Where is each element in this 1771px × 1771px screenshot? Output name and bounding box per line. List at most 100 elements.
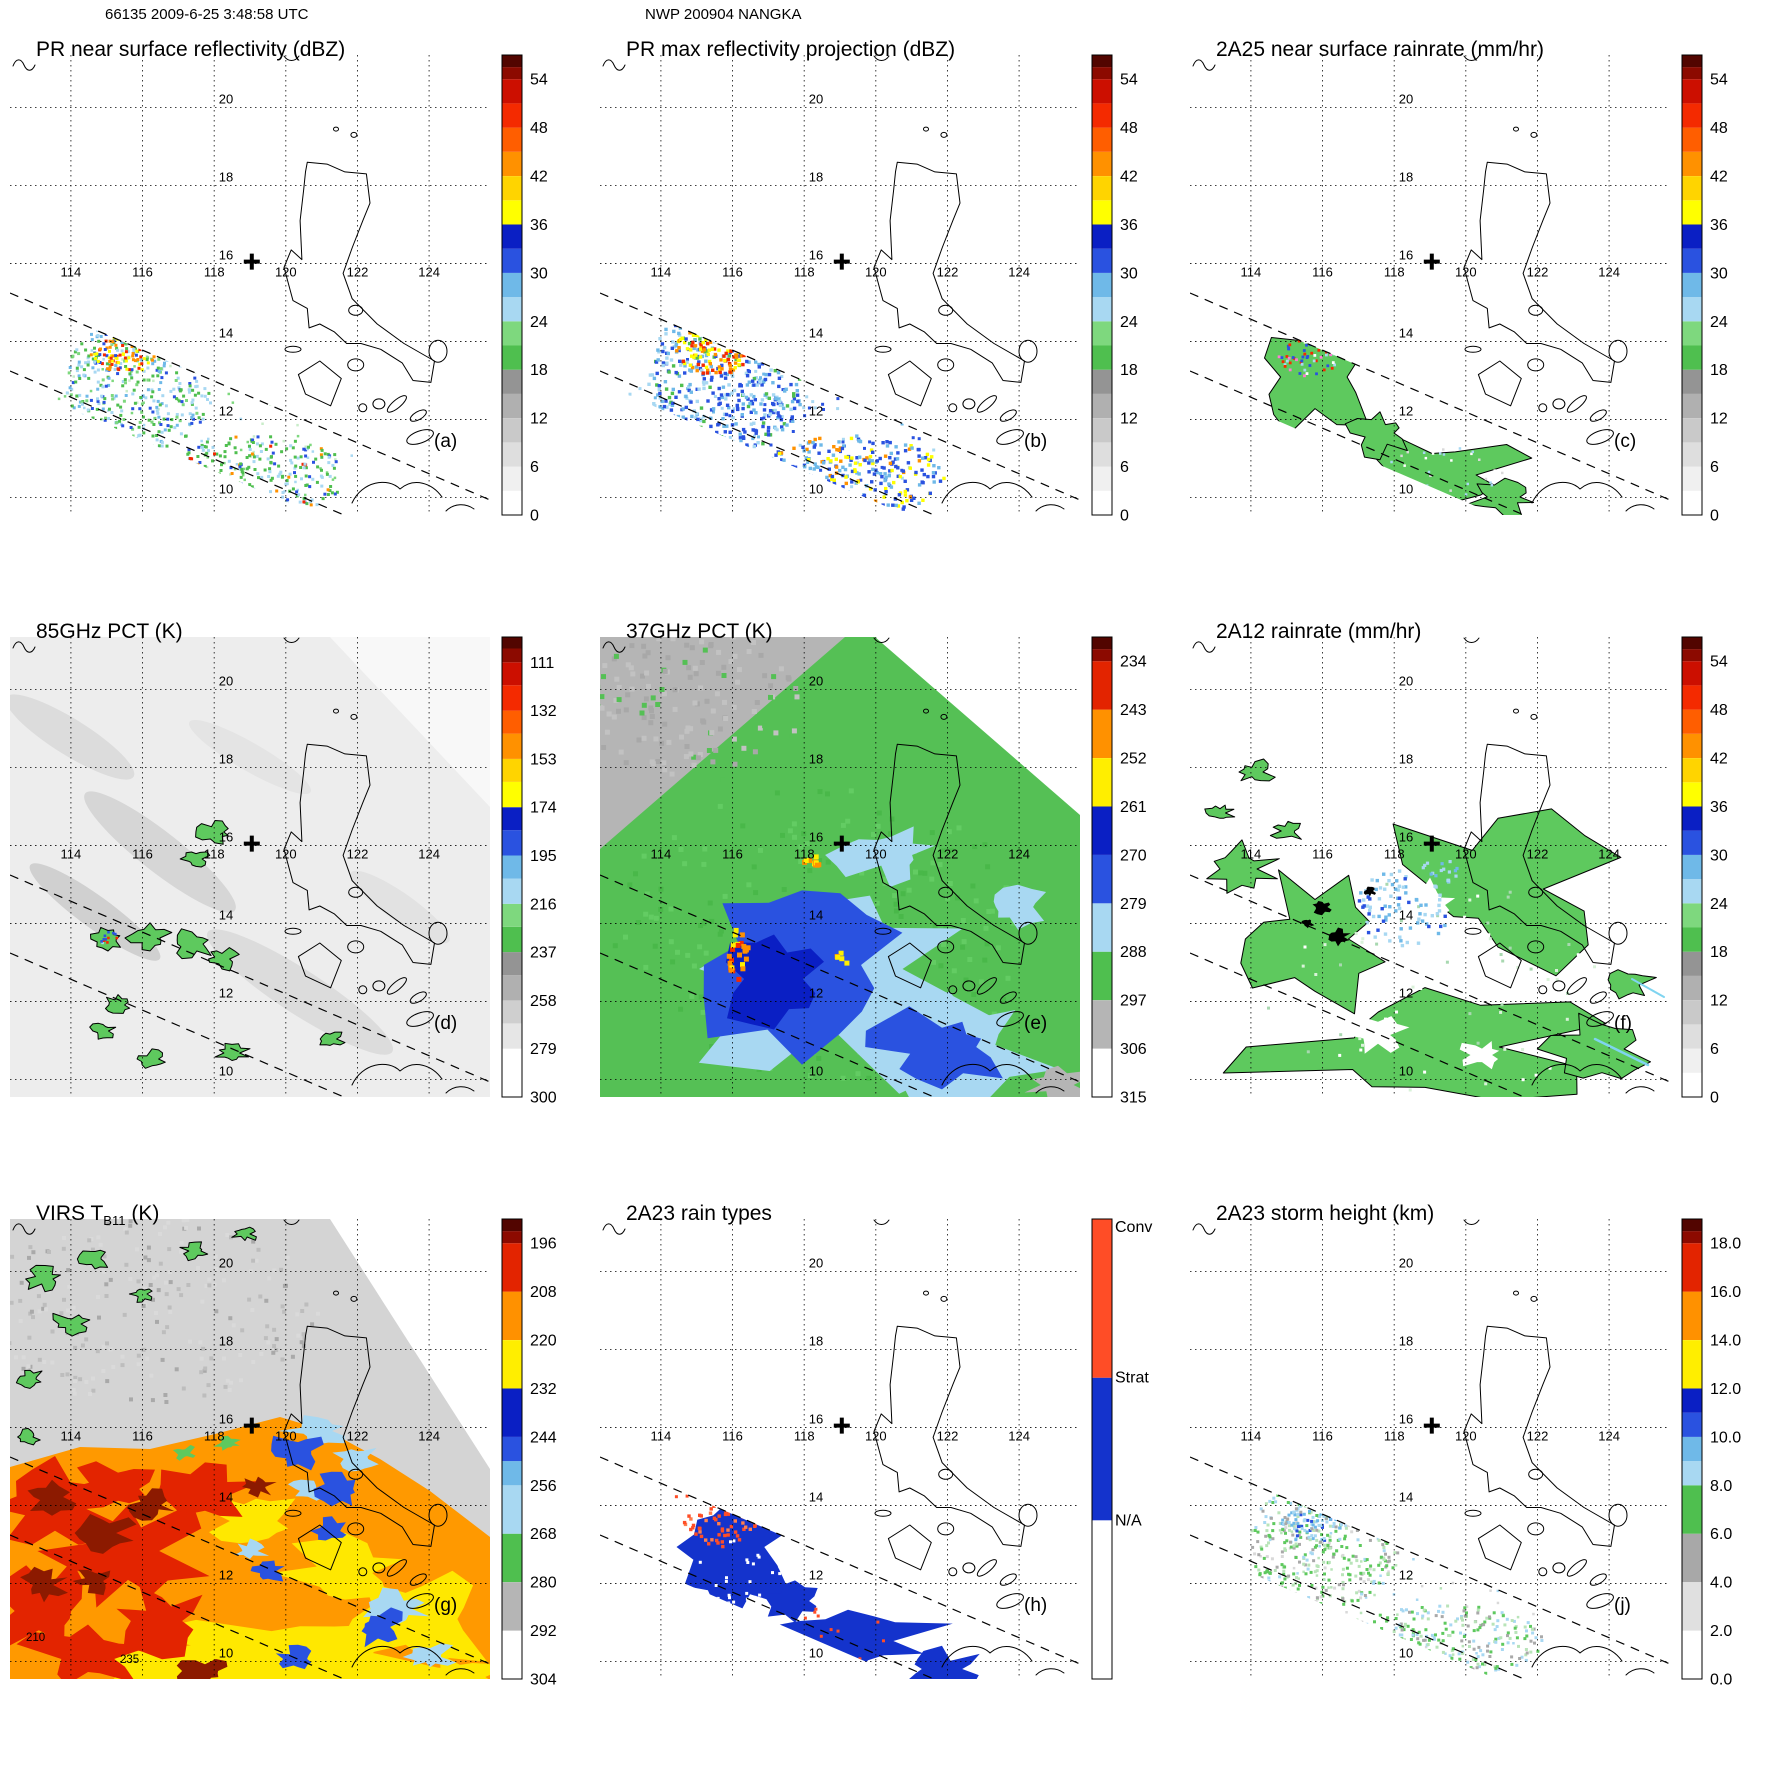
lat-label: 12 <box>219 986 233 1001</box>
lat-label: 16 <box>809 1412 823 1427</box>
coastline <box>12 55 475 512</box>
colorbar-tick-label: 24 <box>1710 314 1728 331</box>
colorbar: 54 48 42 36 30 24 18 12 6 0 <box>501 54 548 525</box>
lat-label: 10 <box>219 1645 233 1660</box>
lon-label: 118 <box>794 847 815 862</box>
colorbar-tick-label: 48 <box>530 120 548 137</box>
lat-lon-grid <box>600 55 1080 515</box>
colorbar-tick-label: 292 <box>530 1623 557 1640</box>
lat-label: 10 <box>1399 1645 1413 1660</box>
swath-data-field <box>1248 317 1534 515</box>
lon-label: 116 <box>722 265 743 280</box>
axis-labels: 114 116 118 120 122 124 20 18 16 14 12 10 <box>1241 1256 1620 1661</box>
lat-label: 20 <box>1399 674 1413 689</box>
colorbar-tick-label: 36 <box>530 217 548 234</box>
colorbar-tick-label: 12 <box>1710 411 1728 428</box>
lat-label: 12 <box>1399 404 1413 419</box>
panel-title: VIRS TB11 (K) <box>36 1202 160 1229</box>
lon-label: 120 <box>1455 847 1477 862</box>
coastline <box>602 637 1065 1094</box>
swath-edge-lines <box>10 292 490 515</box>
map-canvas-c: 114 116 118 120 122 1242018161412105448423630… <box>1190 54 1728 525</box>
colorbar-tick-label: 297 <box>1120 993 1147 1010</box>
lat-label: 16 <box>1399 1412 1413 1427</box>
colorbar-tick-label: 6 <box>530 459 539 476</box>
lon-label: 124 <box>1598 1429 1620 1444</box>
panel-title: PR max reflectivity projection (dBZ) <box>626 38 956 61</box>
colorbar-tick-label: 48 <box>1120 120 1138 137</box>
coastline-fragment-icon <box>1463 1219 1480 1225</box>
swath-edge-lines <box>1190 1456 1670 1679</box>
lat-label: 10 <box>219 1063 233 1078</box>
swath-edge-lines <box>10 1456 490 1679</box>
lon-label: 114 <box>1241 847 1262 862</box>
lat-label: 18 <box>809 1334 823 1349</box>
lat-label: 16 <box>809 830 823 845</box>
colorbar-tick-label: 30 <box>1710 847 1728 864</box>
colorbar-tick-label: 54 <box>1710 72 1728 89</box>
lon-label: 122 <box>937 1429 959 1444</box>
panel-letter: (h) <box>1024 1595 1048 1616</box>
axis-labels: 114 116 118 120 122 124 20 18 16 14 12 10 <box>61 1256 440 1661</box>
colorbar-tick-label: 270 <box>1120 847 1147 864</box>
colorbar-tick-label: 18 <box>1120 362 1138 379</box>
lon-label: 120 <box>1455 1429 1477 1444</box>
colorbar-tick-label: 18 <box>530 362 548 379</box>
lon-label: 114 <box>651 265 672 280</box>
coastline-fragment-icon <box>873 1219 890 1225</box>
colorbar-tick-label: 24 <box>1120 314 1138 331</box>
map-canvas-b: 114 116 118 120 122 1242018161412105448423630… <box>600 54 1138 525</box>
lat-label: 14 <box>219 908 233 923</box>
lat-label: 18 <box>1399 170 1413 185</box>
lat-label: 10 <box>809 1063 823 1078</box>
coastline <box>1192 55 1655 512</box>
swath-edge-lines <box>600 1456 1080 1679</box>
colorbar-tick-label: 268 <box>530 1526 557 1543</box>
coastline <box>1192 637 1655 1094</box>
lat-label: 18 <box>219 170 233 185</box>
lon-label: 118 <box>1384 847 1405 862</box>
swath-edge-lines <box>600 292 1080 515</box>
lon-label: 116 <box>132 1429 153 1444</box>
lon-label: 120 <box>865 847 887 862</box>
lat-label: 20 <box>1399 1256 1413 1271</box>
lon-label: 116 <box>132 847 153 862</box>
colorbar-tick-label: 256 <box>530 1478 557 1495</box>
colorbar-tick-label: 244 <box>530 1429 557 1446</box>
lat-label: 18 <box>219 1334 233 1349</box>
colorbar-tick-label: 42 <box>530 169 548 186</box>
swath-data-field <box>33 311 353 515</box>
lat-label: 12 <box>809 1568 823 1583</box>
colorbar-tick-label: 174 <box>530 800 557 817</box>
colorbar-tick-label: 111 <box>530 655 554 672</box>
colorbar-tick-label: 30 <box>530 265 548 282</box>
lon-label: 122 <box>1527 847 1549 862</box>
lon-label: 118 <box>1384 1429 1405 1444</box>
lon-label: 120 <box>275 1429 297 1444</box>
lat-lon-grid <box>10 1219 490 1679</box>
panel-letter: (d) <box>434 1013 458 1034</box>
colorbar-tick-label: 258 <box>530 993 557 1010</box>
colorbar-tick-label: 195 <box>530 848 557 865</box>
colorbar-tick-label: 2.0 <box>1710 1623 1732 1640</box>
swath-data-field <box>621 300 946 515</box>
coastline-fragment-icon <box>1192 59 1216 71</box>
coastline-fragment-icon <box>1463 55 1480 61</box>
map-canvas-g: 210 235 114 116 118 120 122 124 20 18 16 14 12 10 196 2… <box>10 1218 557 1689</box>
colorbar-tick-label: 4.0 <box>1710 1575 1732 1592</box>
colorbar-category-label: Strat <box>1115 1370 1149 1387</box>
panel-letter: (a) <box>434 431 458 452</box>
colorbar-tick-label: 232 <box>530 1381 557 1398</box>
lat-label: 12 <box>1399 1568 1413 1583</box>
panel-letter: (e) <box>1024 1013 1048 1034</box>
lon-label: 124 <box>1598 847 1620 862</box>
storm-center-marker <box>243 835 260 852</box>
lat-label: 18 <box>809 752 823 767</box>
panel-f: 114 116 118 120 122 124 20 18 16 14 12 10 54 48 42 36 30… <box>1180 607 1771 1189</box>
lat-label: 10 <box>809 1645 823 1660</box>
lon-label: 122 <box>1527 1429 1549 1444</box>
colorbar-tick-label: 12 <box>1120 411 1138 428</box>
lat-label: 10 <box>1399 1063 1413 1078</box>
panel-c: 114 116 118 120 122 124 20 18 16 14 12 10 54 48 42 36 30… <box>1180 25 1771 607</box>
